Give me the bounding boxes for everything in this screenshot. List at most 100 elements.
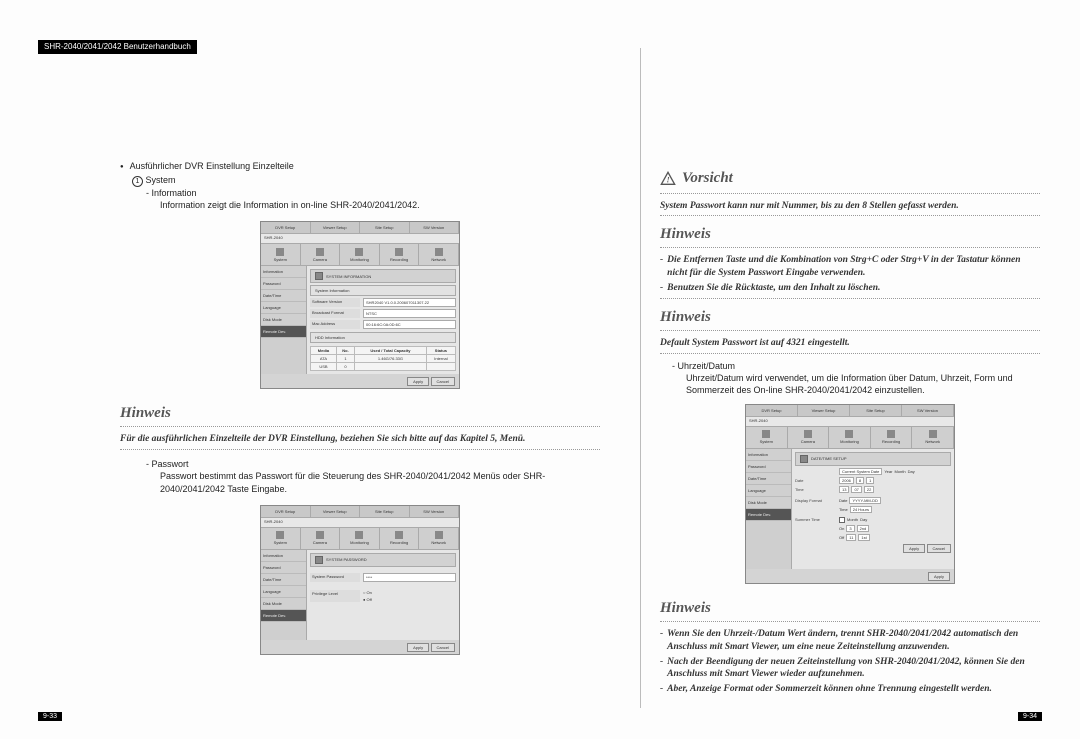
toolbar-recording[interactable]: Recording	[380, 528, 420, 549]
recording-icon	[395, 248, 403, 256]
toolbar-camera[interactable]: Camera	[301, 244, 341, 265]
date-year[interactable]: 2006	[839, 477, 854, 484]
toolbar-recording[interactable]: Recording	[871, 427, 913, 448]
apply-button[interactable]: Apply	[928, 572, 950, 581]
sidebar-datetime[interactable]: Date/Time	[261, 574, 306, 586]
hdd-col-no: No.	[336, 347, 354, 355]
label-date: Date	[795, 478, 837, 483]
clock-icon	[800, 455, 808, 463]
page-number-right: 9-34	[1018, 712, 1042, 721]
tab-viewer-setup[interactable]: Viewer Setup	[311, 222, 361, 233]
toolbar-network[interactable]: Network	[912, 427, 954, 448]
dst-off-m[interactable]: 11	[846, 534, 856, 541]
toolbar-monitoring[interactable]: Monitoring	[829, 427, 871, 448]
tab-dvr-setup[interactable]: DVR Setup	[261, 222, 311, 233]
toolbar-system[interactable]: System	[261, 528, 301, 549]
cancel-button[interactable]: Cancel	[431, 643, 455, 652]
dotted-divider	[660, 193, 1040, 194]
dst-on-d[interactable]: 2nd	[857, 525, 870, 532]
input-sys-password[interactable]: ****	[363, 573, 456, 582]
time-s[interactable]: 22	[864, 486, 874, 493]
network-icon	[435, 531, 443, 539]
sidebar-remote[interactable]: Remote Dev.	[261, 610, 306, 622]
label-dst: Summer Time	[795, 517, 837, 522]
tab-site-setup[interactable]: Site Setup	[360, 222, 410, 233]
sidebar-language[interactable]: Language	[746, 485, 791, 497]
sidebar-remote[interactable]: Remote Dev.	[746, 509, 791, 521]
tab-dvr-setup[interactable]: DVR Setup	[746, 405, 798, 416]
hdd-col-status: Status	[426, 347, 455, 355]
sidebar-information[interactable]: Information	[261, 266, 306, 278]
sidebar-information[interactable]: Information	[746, 449, 791, 461]
tab-site-setup[interactable]: Site Setup	[360, 506, 410, 517]
sidebar-information[interactable]: Information	[261, 550, 306, 562]
right-column: ! Vorsicht System Passwort kann nur mit …	[660, 170, 1040, 696]
system-icon	[276, 531, 284, 539]
toolbar-monitoring[interactable]: Monitoring	[340, 244, 380, 265]
sidebar-remote[interactable]: Remote Dev.	[261, 326, 306, 338]
toolbar-monitoring: Monitoring	[340, 528, 380, 549]
radio-on[interactable]: ○ On	[363, 590, 372, 595]
toolbar-camera[interactable]: Camera	[301, 528, 341, 549]
label-privilege: Privilege Level	[310, 590, 360, 602]
vorsicht-heading: ! Vorsicht	[660, 170, 733, 187]
password-label: - Passwort	[146, 458, 600, 470]
tab-site-setup[interactable]: Site Setup	[850, 405, 902, 416]
sidebar-diskmode[interactable]: Disk Mode	[746, 497, 791, 509]
monitoring-icon	[845, 430, 853, 438]
system-icon	[276, 248, 284, 256]
fmt-date[interactable]: YYYY-MM-DD	[849, 497, 880, 504]
sidebar-datetime[interactable]: Date/Time	[746, 473, 791, 485]
sidebar-language[interactable]: Language	[261, 302, 306, 314]
tab-viewer-setup[interactable]: Viewer Setup	[798, 405, 850, 416]
radio-off[interactable]: ● Off	[363, 597, 372, 602]
toolbar-network[interactable]: Network	[419, 528, 459, 549]
hdd-col-media: Media	[311, 347, 337, 355]
dotted-divider	[120, 449, 600, 450]
tab-sw-version[interactable]: SW Version	[902, 405, 954, 416]
toolbar-camera[interactable]: Camera	[788, 427, 830, 448]
hinweis-4-item-1: Wenn Sie den Uhrzeit-/Datum Wert ändern,…	[660, 628, 1040, 654]
hinweis-heading-1: Hinweis	[120, 405, 600, 422]
sidebar-password[interactable]: Password	[261, 278, 306, 290]
device-selector[interactable]: SHR-2040	[261, 234, 459, 244]
hinweis-2-item-1: Die Entfernen Taste und die Kombination …	[660, 254, 1040, 280]
sidebar-password[interactable]: Password	[746, 461, 791, 473]
sidebar-diskmode[interactable]: Disk Mode	[261, 314, 306, 326]
tab-viewer-setup[interactable]: Viewer Setup	[311, 506, 361, 517]
bullet-dot-icon	[120, 160, 124, 172]
sidebar-language[interactable]: Language	[261, 586, 306, 598]
label-sys-password: System Password	[310, 573, 360, 582]
sidebar-password[interactable]: Password	[261, 562, 306, 574]
lock-icon	[315, 556, 323, 564]
section-datetime: DATE/TIME SETUP	[795, 452, 951, 466]
dst-checkbox[interactable]	[839, 517, 845, 523]
bullet-main: Ausführlicher DVR Einstellung Einzelteil…	[120, 160, 600, 172]
toolbar-system[interactable]: System	[746, 427, 788, 448]
apply-inner-button[interactable]: Apply	[903, 544, 925, 553]
time-m[interactable]: 07	[851, 486, 861, 493]
date-day[interactable]: 1	[866, 477, 874, 484]
field-current-date[interactable]: Current System Date	[839, 468, 882, 475]
cancel-button[interactable]: Cancel	[431, 377, 455, 386]
device-selector[interactable]: SHR-2040	[261, 518, 459, 528]
device-selector[interactable]: SHR-2040	[746, 417, 954, 427]
sidebar-diskmode[interactable]: Disk Mode	[261, 598, 306, 610]
fmt-time[interactable]: 24 Hours	[850, 506, 872, 513]
cancel-inner-button[interactable]: Cancel	[927, 544, 951, 553]
apply-button[interactable]: Apply	[407, 643, 429, 652]
dst-off-d[interactable]: 1st	[858, 534, 869, 541]
dst-on-m[interactable]: 3	[846, 525, 854, 532]
tab-sw-version[interactable]: SW Version	[410, 222, 460, 233]
toolbar-network[interactable]: Network	[419, 244, 459, 265]
tab-dvr-setup[interactable]: DVR Setup	[261, 506, 311, 517]
tab-sw-version[interactable]: SW Version	[410, 506, 460, 517]
vorsicht-text: System Passwort kann nur mit Nummer, bis…	[660, 200, 1040, 213]
left-column: Ausführlicher DVR Einstellung Einzelteil…	[120, 60, 600, 671]
sidebar-datetime[interactable]: Date/Time	[261, 290, 306, 302]
date-month[interactable]: 8	[856, 477, 864, 484]
toolbar-system[interactable]: System	[261, 244, 301, 265]
time-h[interactable]: 13	[839, 486, 849, 493]
apply-button[interactable]: Apply	[407, 377, 429, 386]
toolbar-recording[interactable]: Recording	[380, 244, 420, 265]
